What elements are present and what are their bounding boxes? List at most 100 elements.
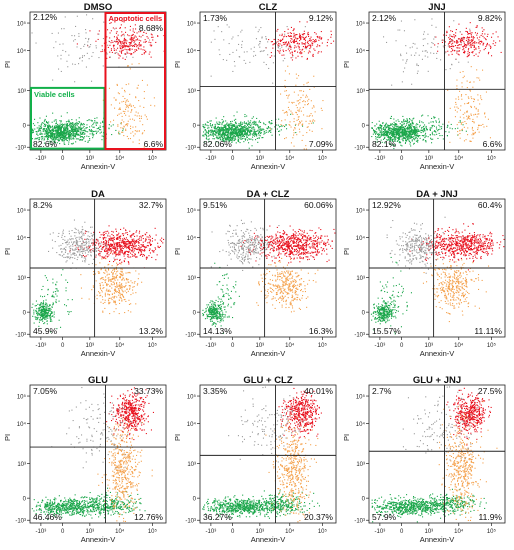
event-point-late-apoptotic <box>484 47 486 49</box>
event-point-necrotic <box>103 21 105 23</box>
event-point-viable <box>74 136 76 138</box>
event-point-late-apoptotic <box>142 244 144 246</box>
event-point-viable <box>97 130 99 132</box>
event-point-late-apoptotic <box>467 32 469 34</box>
event-point-late-apoptotic <box>126 49 128 51</box>
event-point-necrotic <box>52 79 54 81</box>
event-point-viable <box>49 135 51 137</box>
event-point-viable <box>419 124 421 126</box>
event-point-viable <box>77 127 79 129</box>
event-point-viable <box>423 135 425 137</box>
event-point-early-apoptotic <box>303 51 305 53</box>
event-point-late-apoptotic <box>134 247 136 249</box>
event-point-viable <box>385 134 387 136</box>
event-point-late-apoptotic <box>488 51 490 53</box>
event-point-late-apoptotic <box>118 237 120 239</box>
event-point-viable <box>65 123 67 125</box>
event-point-necrotic <box>417 65 419 67</box>
event-point-late-apoptotic <box>133 52 135 54</box>
event-point-viable <box>82 139 84 141</box>
event-point-viable <box>279 130 281 132</box>
event-point-late-apoptotic <box>130 42 132 44</box>
event-point-viable <box>47 137 49 139</box>
event-point-viable <box>41 309 43 311</box>
event-point-early-apoptotic <box>306 82 308 84</box>
x-tick-label: 10⁴ <box>285 155 295 162</box>
event-point-viable <box>51 126 53 128</box>
event-point-late-apoptotic <box>126 45 128 47</box>
event-point-viable <box>224 135 226 137</box>
event-point-viable <box>419 135 421 137</box>
event-point-viable <box>391 130 393 132</box>
event-point-late-apoptotic <box>315 39 317 41</box>
event-point-viable <box>379 127 381 129</box>
event-point-viable <box>415 131 417 133</box>
event-point-necrotic <box>417 70 419 72</box>
event-point-viable <box>402 138 404 140</box>
event-point-viable <box>39 305 41 307</box>
event-point-viable <box>409 132 411 134</box>
event-point-viable <box>232 131 234 133</box>
event-point-viable <box>249 131 251 133</box>
event-point-viable <box>238 123 240 125</box>
event-point-late-apoptotic <box>491 55 493 57</box>
event-point-necrotic <box>431 18 433 20</box>
event-point-viable <box>58 135 60 137</box>
event-point-viable <box>217 130 219 132</box>
event-point-viable <box>57 133 59 135</box>
event-point-viable <box>251 127 253 129</box>
event-point-late-apoptotic <box>77 249 79 251</box>
event-point-viable <box>385 122 387 124</box>
event-point-viable <box>268 130 270 132</box>
event-point-viable <box>68 136 70 138</box>
event-point-necrotic <box>74 81 76 83</box>
event-point-early-apoptotic <box>123 112 125 114</box>
event-point-early-apoptotic <box>130 128 132 130</box>
event-point-viable <box>58 138 60 140</box>
event-point-late-apoptotic <box>161 237 163 239</box>
event-point-viable <box>53 133 55 135</box>
event-point-late-apoptotic <box>304 40 306 42</box>
event-point-viable <box>233 125 235 127</box>
event-point-late-apoptotic <box>270 41 272 43</box>
event-point-viable <box>442 123 444 125</box>
event-point-late-apoptotic <box>131 234 133 236</box>
event-point-viable <box>228 139 230 141</box>
event-point-late-apoptotic <box>149 240 151 242</box>
event-point-late-apoptotic <box>150 244 152 246</box>
event-point-late-apoptotic <box>128 46 130 48</box>
event-point-viable <box>42 296 44 298</box>
event-point-late-apoptotic <box>477 42 479 44</box>
event-point-viable <box>244 125 246 127</box>
event-point-viable <box>40 312 42 314</box>
event-point-late-apoptotic <box>146 256 148 258</box>
event-point-viable <box>380 133 382 135</box>
event-point-early-apoptotic <box>473 101 475 103</box>
event-point-necrotic <box>101 49 103 51</box>
event-point-late-apoptotic <box>119 237 121 239</box>
event-point-late-apoptotic <box>468 54 470 56</box>
event-point-late-apoptotic <box>137 47 139 49</box>
event-point-viable <box>47 126 49 128</box>
event-point-viable <box>43 133 45 135</box>
event-point-viable <box>424 134 426 136</box>
event-point-viable <box>214 130 216 132</box>
event-point-viable <box>68 130 70 132</box>
event-point-late-apoptotic <box>119 47 121 49</box>
event-point-viable <box>425 141 427 143</box>
event-point-viable <box>226 131 228 133</box>
event-point-late-apoptotic <box>286 36 288 38</box>
event-point-viable <box>41 319 43 321</box>
event-point-viable <box>441 126 443 128</box>
event-point-late-apoptotic <box>130 36 132 38</box>
event-point-necrotic <box>85 29 87 31</box>
event-point-viable <box>50 137 52 139</box>
event-point-late-apoptotic <box>448 54 450 56</box>
event-point-late-apoptotic <box>101 256 103 258</box>
event-point-early-apoptotic <box>117 92 119 94</box>
event-point-late-apoptotic <box>487 53 489 55</box>
event-point-late-apoptotic <box>109 246 111 248</box>
event-point-late-apoptotic <box>140 253 142 255</box>
event-point-viable <box>213 138 215 140</box>
